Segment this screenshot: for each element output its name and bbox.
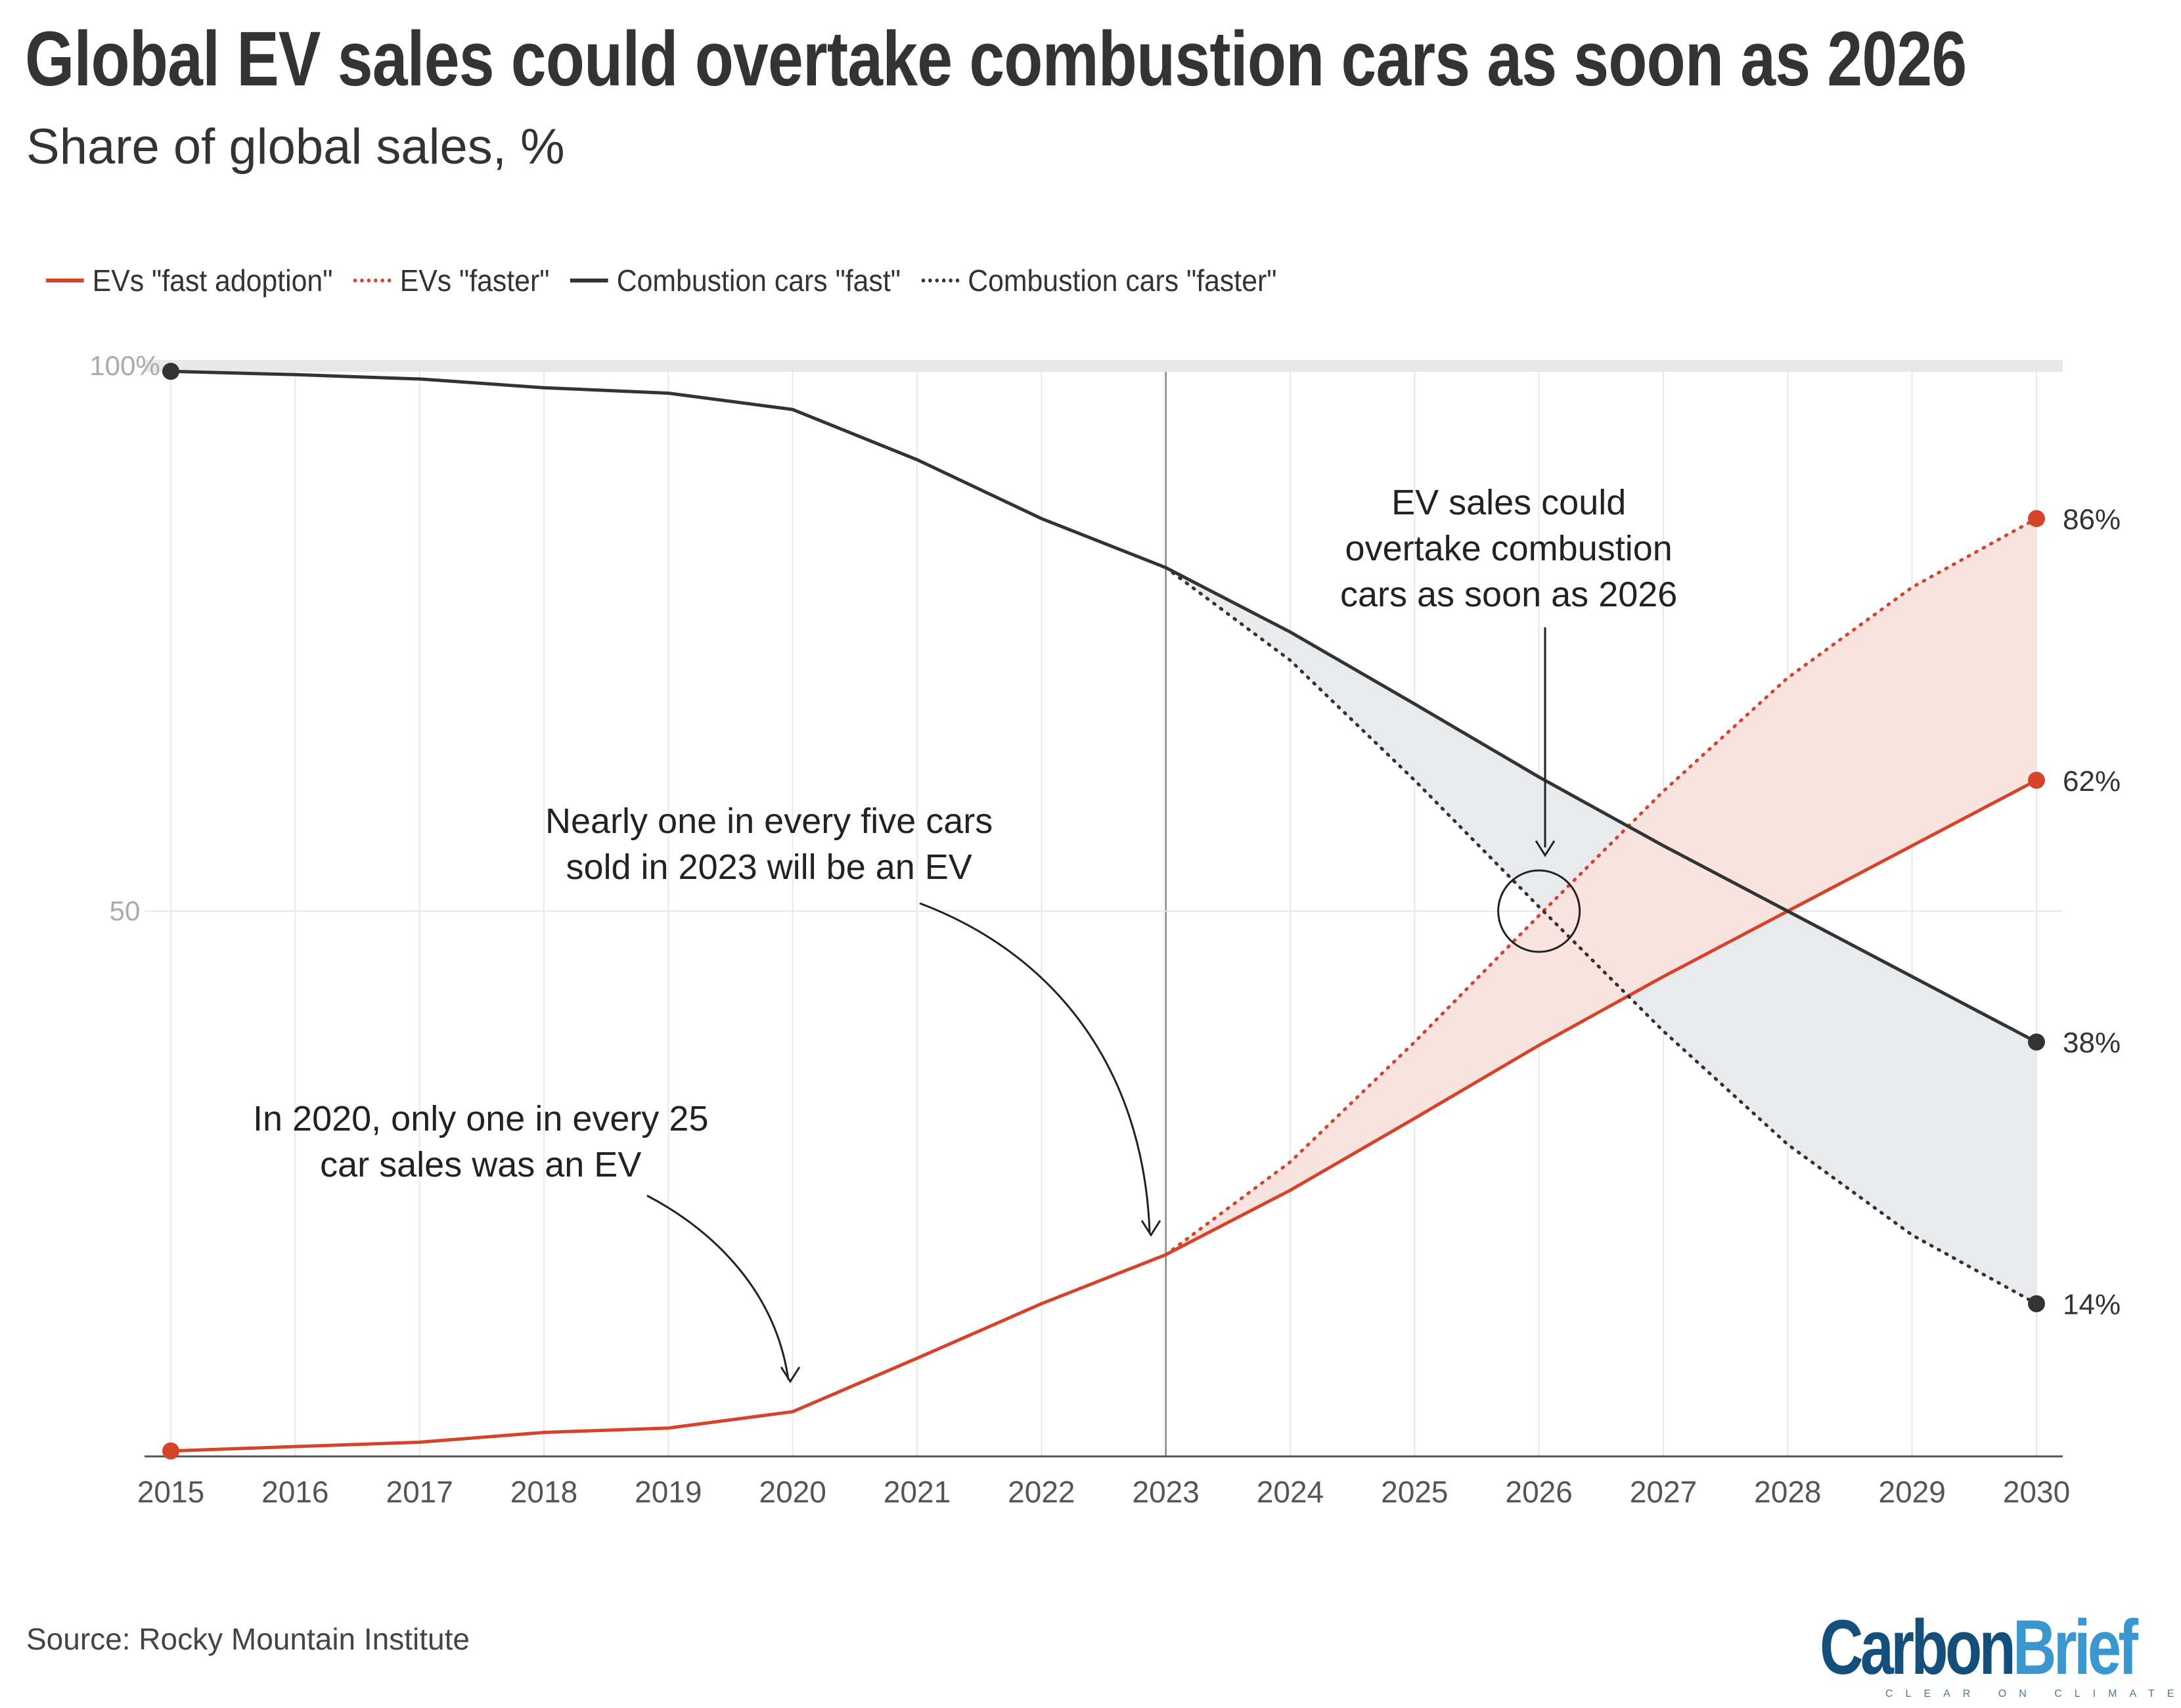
data-point-end <box>2028 510 2045 528</box>
x-tick-label: 2018 <box>510 1475 577 1509</box>
annotation-line: EV sales could <box>1391 483 1627 522</box>
arrowhead-icon <box>780 1366 801 1383</box>
data-point-end <box>2028 1033 2045 1051</box>
annotation-line: Nearly one in every five cars <box>545 801 993 841</box>
data-point-end <box>2028 771 2045 789</box>
end-value-label: 86% <box>2063 503 2121 535</box>
annotation-arrow <box>919 902 1151 1232</box>
annotation-overtake: EV sales could overtake combustion cars … <box>1340 480 1677 618</box>
legend-swatch-dotted-dark <box>921 279 960 282</box>
x-tick-label: 2022 <box>1008 1475 1075 1509</box>
legend-label: EVs "faster" <box>399 263 550 298</box>
x-tick-label: 2027 <box>1630 1475 1697 1509</box>
legend-label: EVs "fast adoption" <box>92 263 333 298</box>
legend-label: Combustion cars "fast" <box>616 263 901 298</box>
arrowhead-icon <box>1535 840 1556 857</box>
ev-range-band <box>1165 518 2036 1255</box>
annotation-line: car sales was an EV <box>320 1145 642 1184</box>
annotation-arrow <box>646 1194 790 1380</box>
legend: EVs "fast adoption" EVs "faster" Combust… <box>46 263 1276 298</box>
series-line-2 <box>169 369 2038 1044</box>
data-point-start <box>162 363 179 380</box>
logo-word-brief: Brief <box>2013 1604 2138 1691</box>
x-tick-label: 2024 <box>1257 1475 1324 1509</box>
chart-subtitle: Share of global sales, % <box>26 119 565 175</box>
logo-tagline: CLEAR ON CLIMATE <box>1885 1688 2181 1699</box>
chart-title: Global EV sales could overtake combustio… <box>25 16 1967 102</box>
annotation-line: sold in 2023 will be an EV <box>566 847 972 887</box>
legend-item-comb-fast: Combustion cars "fast" <box>570 263 901 298</box>
logo-word-carbon: Carbon <box>1820 1604 2016 1691</box>
annotation-line: cars as soon as 2026 <box>1340 575 1678 614</box>
legend-item-comb-faster: Combustion cars "faster" <box>921 263 1277 298</box>
x-tick-label: 2029 <box>1878 1475 1945 1509</box>
end-value-label: 38% <box>2063 1027 2121 1059</box>
x-tick-label: 2016 <box>261 1475 328 1509</box>
data-point-start <box>162 1442 179 1460</box>
arrowhead-icon <box>1140 1220 1161 1237</box>
annotation-line: In 2020, only one in every 25 <box>253 1099 709 1138</box>
carbonbrief-logo: CarbonBrief CLEAR ON CLIMATE <box>1820 1603 2181 1699</box>
legend-item-ev-fast: EVs "fast adoption" <box>46 263 332 298</box>
series-line-0 <box>169 778 2038 1453</box>
legend-item-ev-faster: EVs "faster" <box>353 263 549 298</box>
legend-swatch-dotted-red <box>353 279 392 282</box>
x-tick-label: 2017 <box>386 1475 453 1509</box>
annotation-one-in-five: Nearly one in every five cars sold in 20… <box>545 798 993 890</box>
x-tick-label: 2025 <box>1381 1475 1448 1509</box>
y-tick-label: 50 <box>110 895 141 926</box>
legend-swatch-solid-red <box>46 279 84 282</box>
annotation-one-in-25: In 2020, only one in every 25 car sales … <box>253 1096 708 1188</box>
crossover-circle <box>1497 869 1581 953</box>
x-tick-label: 2028 <box>1754 1475 1821 1509</box>
x-tick-label: 2023 <box>1132 1475 1199 1509</box>
x-tick-label: 2021 <box>884 1475 951 1509</box>
x-tick-label: 2030 <box>2003 1475 2070 1509</box>
legend-label: Combustion cars "faster" <box>968 263 1277 298</box>
source-note: Source: Rocky Mountain Institute <box>26 1622 470 1656</box>
x-tick-label: 2026 <box>1505 1475 1572 1509</box>
end-value-label: 62% <box>2063 765 2121 798</box>
annotation-line: overtake combustion <box>1345 529 1673 568</box>
x-tick-label: 2019 <box>635 1475 702 1509</box>
y-tick-label: 100% <box>89 350 160 381</box>
x-tick-label: 2015 <box>137 1475 204 1509</box>
data-point-end <box>2028 1295 2045 1313</box>
end-value-label: 14% <box>2063 1289 2121 1321</box>
x-tick-label: 2020 <box>759 1475 826 1509</box>
legend-swatch-solid-dark <box>570 279 608 282</box>
